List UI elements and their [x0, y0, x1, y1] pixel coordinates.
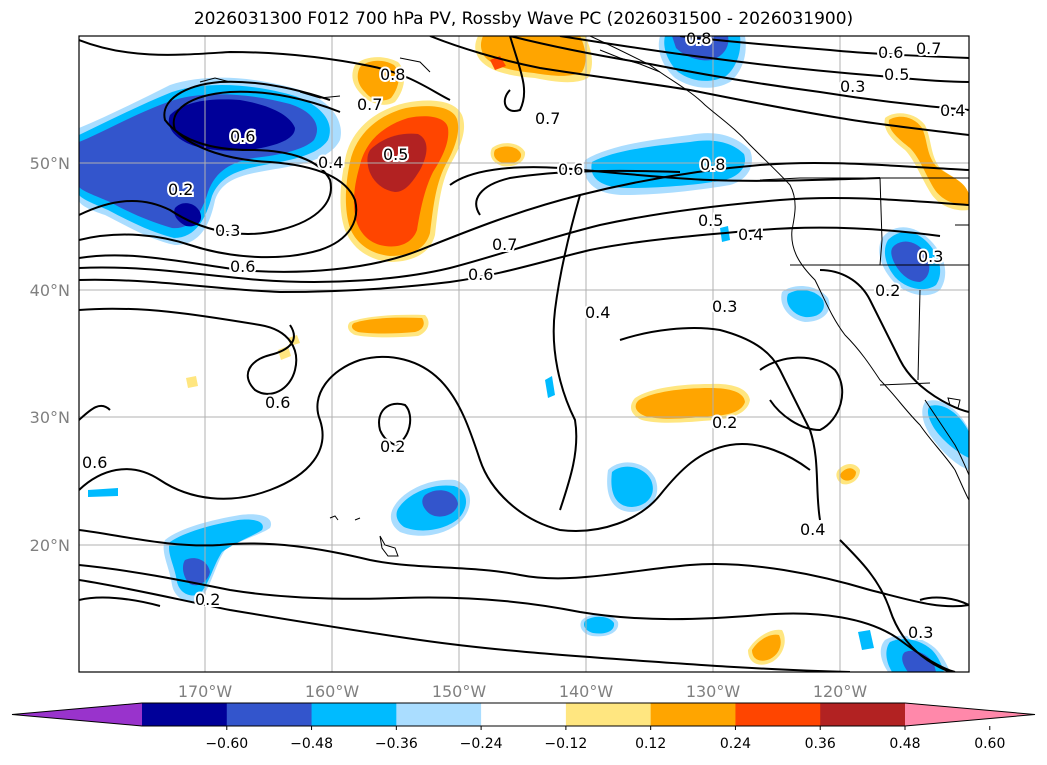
lat-label: 30°N — [30, 408, 70, 427]
contour-label: 0.2 — [712, 413, 737, 432]
colorbar-tick-label: −0.36 — [375, 736, 418, 752]
contour-label: 0.6 — [230, 127, 255, 146]
contour-label: 0.3 — [215, 221, 240, 240]
contour-label: 0.3 — [908, 623, 933, 642]
contour-label: 0.4 — [318, 153, 343, 172]
map-border — [78, 35, 970, 673]
contour-label: 0.2 — [168, 180, 193, 199]
lon-label: 160°W — [305, 682, 360, 701]
pv-contours — [79, 36, 969, 672]
colorbar-swatch — [396, 703, 482, 726]
contour-label: 0.7 — [357, 95, 382, 114]
colorbar-extend-high — [905, 703, 1035, 726]
contour-label: 0.5 — [698, 211, 723, 230]
contour-label: 0.4 — [800, 520, 825, 539]
contour-label: 0.6 — [468, 265, 493, 284]
contour-label: 0.6 — [558, 160, 583, 179]
colorbar-swatch — [735, 703, 821, 726]
colorbar-swatch — [226, 703, 313, 726]
contour-label: 0.2 — [875, 281, 900, 300]
contour-label: 0.4 — [585, 303, 610, 322]
contour-label: 0.8 — [380, 65, 405, 84]
colorbar-tick-label: −0.24 — [460, 736, 503, 752]
contour-label: 0.4 — [940, 101, 965, 120]
contour-label: 0.7 — [492, 235, 517, 254]
contour-label: 0.8 — [686, 29, 711, 48]
coastlines — [199, 36, 969, 557]
contour-label: 0.3 — [918, 247, 943, 266]
colorbar-tick-label: −0.60 — [205, 736, 248, 752]
colorbar-swatch — [481, 703, 567, 726]
colorbar-swatch — [311, 703, 397, 726]
contour-label: 0.3 — [840, 77, 865, 96]
colorbar-swatch — [142, 703, 228, 726]
contour-label: 0.6 — [82, 453, 107, 472]
contour-label: 0.7 — [535, 109, 560, 128]
lon-axis-labels: 170°W 160°W 150°W 140°W 130°W 120°W — [178, 682, 868, 701]
contour-label: 0.7 — [916, 39, 941, 58]
colorbar-tick-label: 0.12 — [635, 736, 666, 752]
colorbar-outline — [11, 702, 1036, 727]
lon-label: 150°W — [432, 682, 487, 701]
colorbar-extend-low — [12, 703, 142, 726]
contour-label: 0.8 — [700, 155, 725, 174]
lon-label: 120°W — [813, 682, 868, 701]
colorbar-tick-label: 0.60 — [974, 736, 1005, 752]
colorbar: −0.60 −0.48 −0.36 −0.24 −0.12 0.12 0.24 0.36 0.4… — [11, 702, 1036, 752]
lat-label: 40°N — [30, 281, 70, 300]
colorbar-tick-label: −0.48 — [290, 736, 333, 752]
colorbar-swatch — [565, 703, 652, 726]
colorbar-tick-label: 0.24 — [720, 736, 751, 752]
contour-label: 0.3 — [712, 297, 737, 316]
contour-label: 0.2 — [380, 437, 405, 456]
map-title: 2026031300 F012 700 hPa PV, Rossby Wave … — [193, 9, 854, 29]
colorbar-tick-label: 0.48 — [889, 736, 920, 752]
lon-label: 130°W — [686, 682, 741, 701]
contour-labels: 0.6 0.7 0.8 0.7 0.5 0.3 0.4 0.8 0.6 0.2 … — [80, 27, 967, 644]
contour-label: 0.4 — [738, 225, 763, 244]
colorbar-swatch — [820, 703, 906, 726]
colorbar-swatch — [650, 703, 736, 726]
contour-label: 0.5 — [383, 145, 408, 164]
pv-shading — [79, 36, 969, 672]
lon-label: 170°W — [178, 682, 233, 701]
lat-label: 20°N — [30, 536, 70, 555]
contour-label: 0.2 — [195, 590, 220, 609]
contour-label: 0.6 — [230, 257, 255, 276]
lat-axis-labels: 50°N 40°N 30°N 20°N — [30, 154, 70, 555]
contour-label: 0.5 — [884, 65, 909, 84]
lat-label: 50°N — [30, 154, 70, 173]
lon-label: 140°W — [559, 682, 614, 701]
contour-label: 0.6 — [878, 43, 903, 62]
colorbar-tick-label: 0.36 — [805, 736, 836, 752]
contour-label: 0.6 — [265, 393, 290, 412]
colorbar-tick-label: −0.12 — [544, 736, 587, 752]
graticule — [79, 36, 969, 672]
